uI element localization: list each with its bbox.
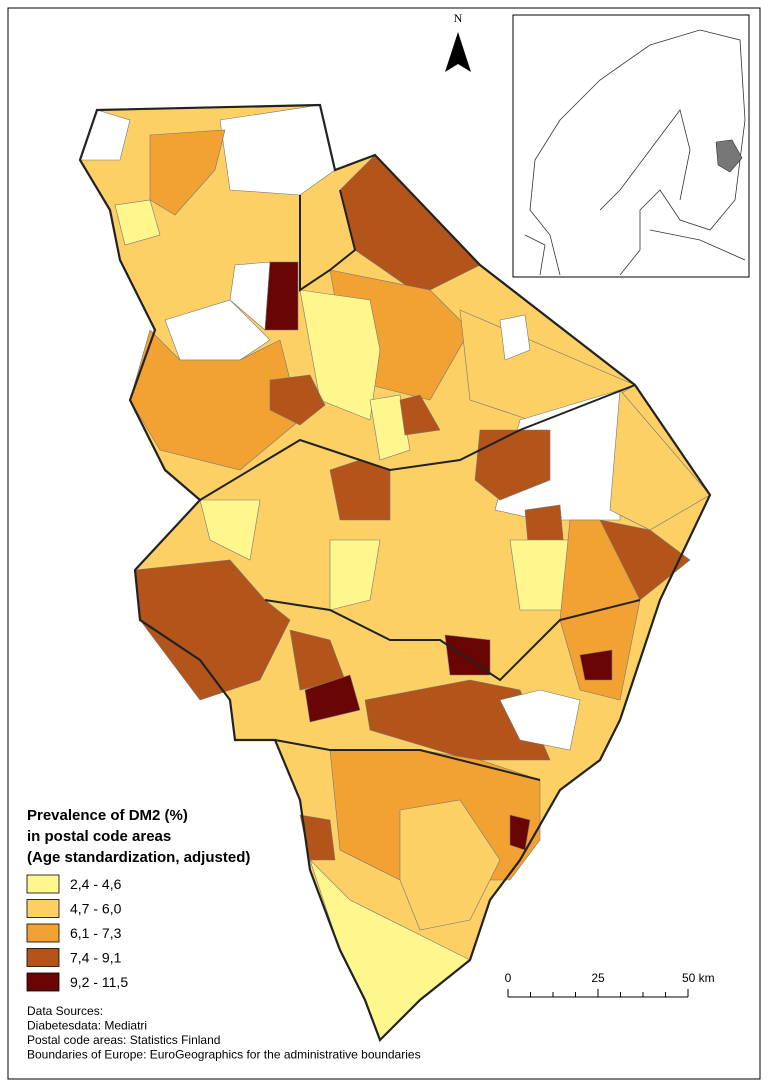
scale-label: 0 xyxy=(505,971,512,985)
region xyxy=(114,199,161,246)
legend: Prevalence of DM2 (%) in postal code area… xyxy=(26,807,250,992)
region xyxy=(299,289,381,421)
north-arrow-shape xyxy=(445,32,471,72)
scale-label: 25 xyxy=(591,971,605,985)
region xyxy=(329,459,391,521)
region xyxy=(134,559,291,701)
outline xyxy=(78,103,712,1042)
legend-title: in postal code areas xyxy=(27,828,171,845)
region xyxy=(399,394,441,436)
study-area xyxy=(715,139,743,173)
district-border xyxy=(274,739,541,781)
legend-label: 4,7 - 6,0 xyxy=(70,901,122,917)
legend-swatch xyxy=(26,948,60,967)
region xyxy=(499,689,581,751)
inset-coast xyxy=(524,29,746,276)
region xyxy=(164,299,271,361)
region xyxy=(579,649,613,681)
legend-swatch xyxy=(26,874,60,894)
north-label: N xyxy=(454,11,463,25)
legend-label: 6,1 - 7,3 xyxy=(70,925,122,941)
district-border xyxy=(264,599,641,682)
scale-bar: 0 25 50 km xyxy=(505,971,715,998)
region xyxy=(499,314,531,361)
legend-label: 9,2 - 11,5 xyxy=(70,974,128,990)
region xyxy=(264,261,299,331)
region xyxy=(329,539,381,611)
inset-frame xyxy=(512,14,750,278)
region xyxy=(199,499,261,561)
region xyxy=(369,394,411,461)
region xyxy=(399,799,501,931)
legend-swatch xyxy=(26,923,60,943)
source-line: Diabetesdata: Mediatri xyxy=(27,1019,147,1033)
region xyxy=(269,374,326,426)
map xyxy=(78,103,712,1042)
legend-swatch xyxy=(26,899,60,918)
legend-swatch xyxy=(26,972,60,992)
district-border xyxy=(199,384,636,501)
source-line: Data Sources: xyxy=(27,1004,103,1018)
region xyxy=(219,104,336,196)
inset-map xyxy=(512,14,750,278)
legend-label: 7,4 - 9,1 xyxy=(70,950,122,966)
district-border xyxy=(299,189,357,292)
sources: Data Sources:Diabetesdata: MediatriPosta… xyxy=(27,1004,421,1062)
scale-label: 50 km xyxy=(682,971,715,985)
north-arrow: N xyxy=(445,11,471,72)
legend-title: (Age standardization, adjusted) xyxy=(27,849,250,866)
legend-title: Prevalence of DM2 (%) xyxy=(27,807,188,824)
region xyxy=(304,674,361,723)
legend-label: 2,4 - 4,6 xyxy=(70,876,122,892)
region xyxy=(474,429,551,501)
source-line: Boundaries of Europe: EuroGeographics fo… xyxy=(27,1048,421,1062)
region xyxy=(149,129,226,216)
source-line: Postal code areas: Statistics Finland xyxy=(27,1033,220,1047)
